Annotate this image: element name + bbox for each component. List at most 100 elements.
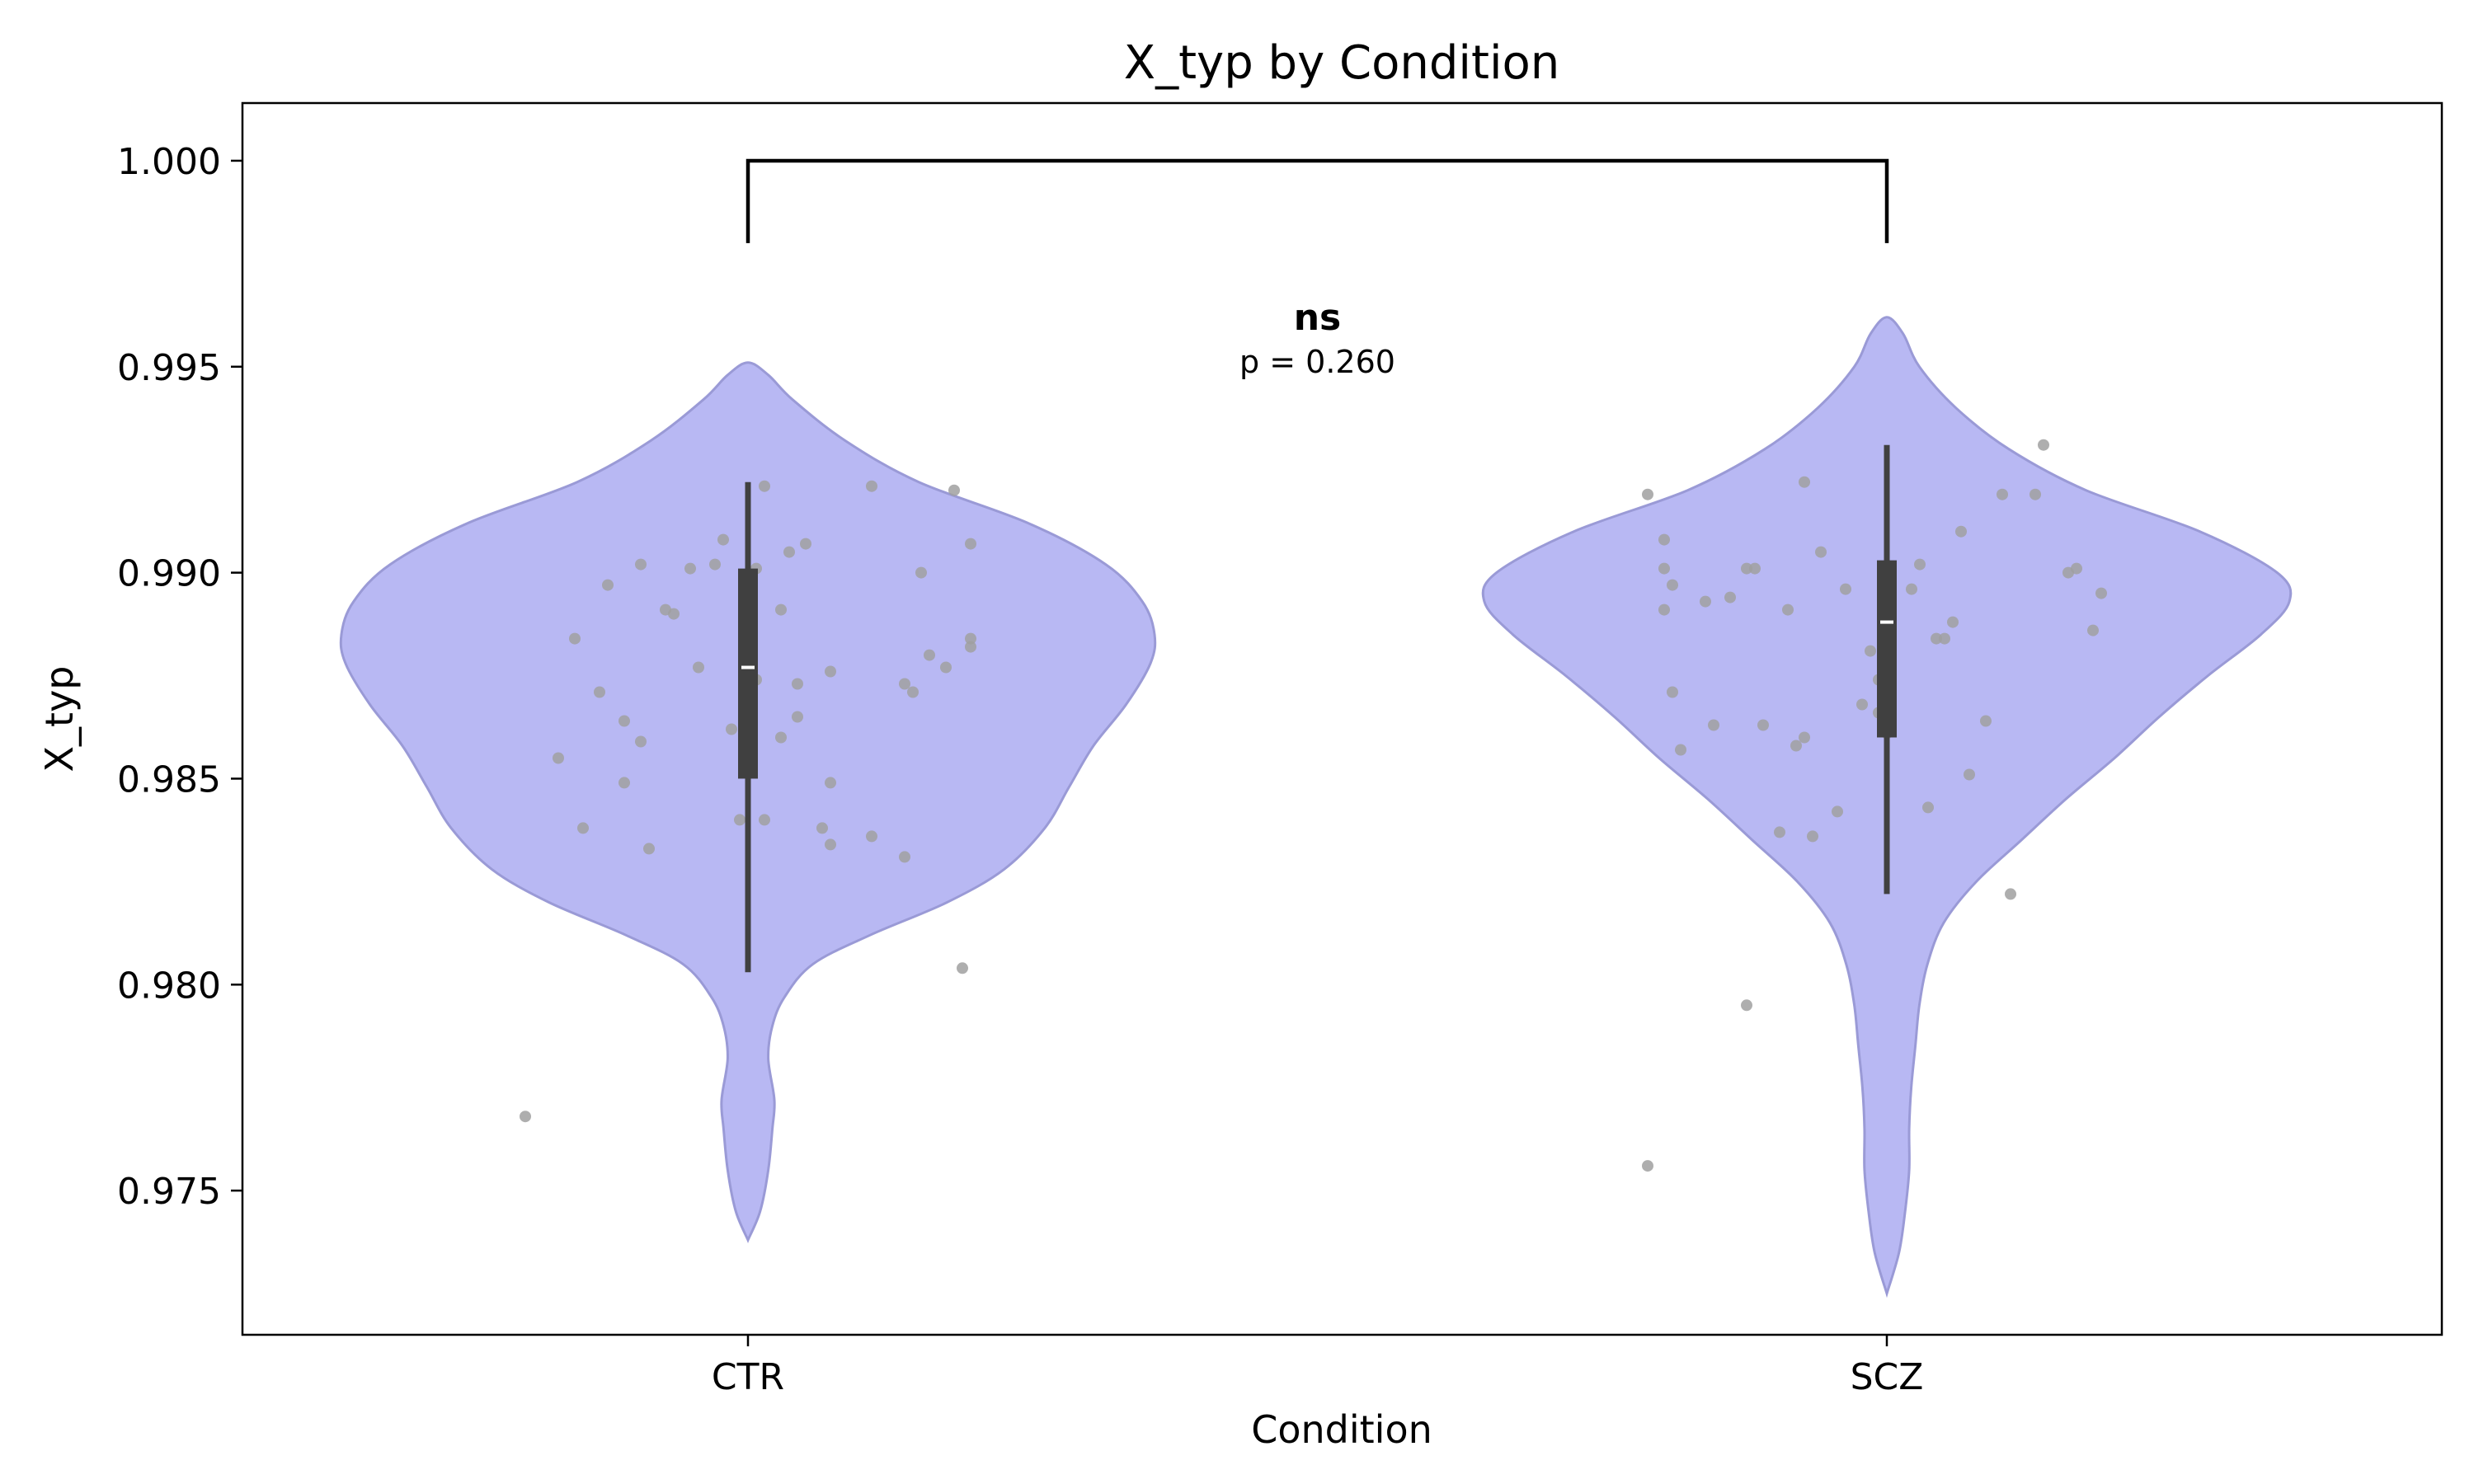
data-point-scz <box>1667 579 1678 591</box>
data-point-ctr <box>866 480 877 492</box>
x-tick-label: SCZ <box>1851 1356 1924 1398</box>
data-point-ctr <box>816 822 828 834</box>
data-point-ctr <box>569 632 581 645</box>
data-point-scz <box>1856 698 1868 711</box>
significance-bracket <box>745 158 1889 243</box>
data-point-scz <box>1749 562 1761 575</box>
data-point-ctr <box>726 723 737 735</box>
data-point-scz <box>1807 830 1818 843</box>
data-point-scz <box>2087 624 2099 636</box>
data-point-scz <box>1947 616 1959 628</box>
data-point-ctr <box>965 632 976 645</box>
data-point-scz <box>1741 999 1752 1012</box>
data-point-scz <box>1774 826 1785 838</box>
data-point-scz <box>1906 583 1917 595</box>
y-tick-label: 0.975 <box>117 1171 221 1213</box>
x-axis-ticks: CTR SCZ <box>712 1335 1923 1398</box>
data-point-ctr <box>825 838 836 851</box>
data-point-scz <box>2095 587 2107 599</box>
data-point-ctr <box>825 777 836 789</box>
y-tick-label: 0.980 <box>117 965 221 1007</box>
data-point-scz <box>1939 632 1950 645</box>
data-point-ctr <box>825 665 836 678</box>
data-point-ctr <box>577 822 589 834</box>
data-point-ctr <box>594 686 605 698</box>
data-point-scz <box>1642 488 1653 500</box>
data-point-ctr <box>924 649 935 661</box>
data-point-ctr <box>965 641 976 653</box>
data-point-scz <box>1708 719 1719 731</box>
data-point-scz <box>1658 562 1670 575</box>
data-point-ctr <box>635 558 647 571</box>
data-point-scz <box>1724 591 1736 603</box>
data-point-scz <box>1658 603 1670 616</box>
data-point-ctr <box>800 538 811 550</box>
data-point-scz <box>1922 801 1934 814</box>
data-point-scz <box>2005 888 2016 900</box>
significance-label: ns <box>1294 297 1342 339</box>
box-ctr <box>738 568 758 779</box>
data-point-scz <box>2030 488 2041 500</box>
data-point-ctr <box>668 608 680 620</box>
data-point-ctr <box>965 538 976 550</box>
data-point-ctr <box>792 711 803 723</box>
data-point-scz <box>1914 558 1926 571</box>
data-point-ctr <box>759 480 770 492</box>
data-point-scz <box>1675 744 1686 756</box>
data-point-ctr <box>940 661 952 674</box>
y-axis-label: X_typ <box>37 666 82 773</box>
data-point-scz <box>2038 439 2049 451</box>
data-point-ctr <box>915 566 927 579</box>
data-point-ctr <box>635 735 647 748</box>
data-point-scz <box>1865 645 1876 657</box>
data-point-scz <box>1642 1160 1653 1172</box>
y-tick-label: 0.990 <box>117 553 221 595</box>
data-point-ctr <box>618 777 630 789</box>
data-point-scz <box>1964 768 1975 781</box>
data-point-scz <box>1741 562 1752 575</box>
data-point-scz <box>1757 719 1769 731</box>
data-point-scz <box>1955 525 1967 538</box>
plot-frame <box>241 101 2443 1336</box>
data-point-ctr <box>602 579 614 591</box>
violins-layer <box>339 316 2293 1298</box>
data-point-scz <box>1667 686 1678 698</box>
data-point-ctr <box>618 715 630 727</box>
data-point-ctr <box>553 752 564 764</box>
data-point-ctr <box>783 546 795 558</box>
data-point-ctr <box>520 1111 531 1123</box>
data-point-ctr <box>957 962 968 974</box>
data-point-ctr <box>899 678 910 690</box>
data-point-ctr <box>759 814 770 826</box>
data-point-scz <box>1980 715 1992 727</box>
data-point-ctr <box>734 814 745 826</box>
data-point-ctr <box>948 484 960 496</box>
y-tick-label: 0.995 <box>117 347 221 389</box>
box-scz <box>1877 560 1897 738</box>
data-point-scz <box>1799 731 1810 744</box>
y-tick-label: 1.000 <box>117 141 221 183</box>
data-point-scz <box>1997 488 2008 500</box>
points-layer <box>520 439 2107 1172</box>
x-tick-label: CTR <box>712 1356 784 1398</box>
data-point-ctr <box>907 686 919 698</box>
chart-title: X_typ by Condition <box>1124 36 1560 90</box>
data-point-ctr <box>866 830 877 843</box>
data-point-ctr <box>709 558 721 571</box>
data-point-ctr <box>643 843 655 855</box>
data-point-scz <box>1799 476 1810 488</box>
data-point-scz <box>1658 533 1670 546</box>
data-point-ctr <box>684 562 696 575</box>
data-point-scz <box>1790 740 1802 752</box>
x-axis-label: Condition <box>1251 1407 1432 1452</box>
data-point-ctr <box>775 731 787 744</box>
data-point-ctr <box>775 603 787 616</box>
data-point-scz <box>1782 603 1794 616</box>
data-point-ctr <box>717 533 729 546</box>
boxes-layer <box>738 444 1897 973</box>
data-point-ctr <box>792 678 803 690</box>
data-point-scz <box>1832 805 1843 818</box>
data-point-ctr <box>693 661 704 674</box>
